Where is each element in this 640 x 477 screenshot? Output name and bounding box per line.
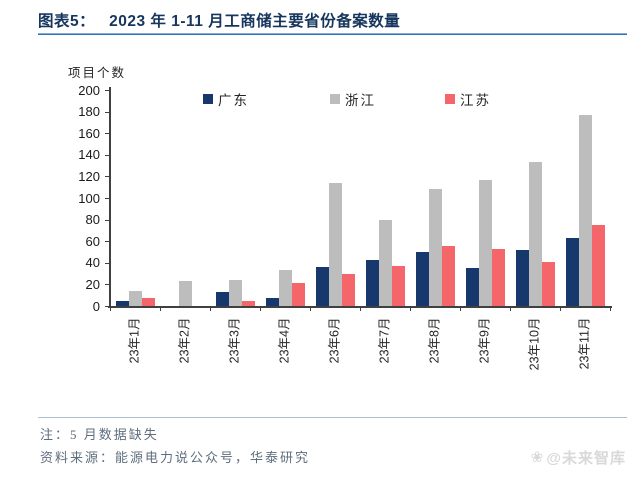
watermark-text: @未来智库 bbox=[546, 450, 626, 467]
y-tick-label: 140 bbox=[78, 147, 100, 163]
legend-label-guangdong: 广东 bbox=[218, 93, 249, 108]
weilai-zhiku-logo-icon: ❀ bbox=[530, 449, 544, 466]
bar-江苏-23年8月 bbox=[441, 245, 455, 306]
bar-广东-23年9月 bbox=[465, 268, 479, 306]
x-axis-tick bbox=[360, 306, 361, 311]
x-axis-tick bbox=[110, 306, 111, 311]
x-category-label: 23年8月 bbox=[427, 317, 442, 363]
x-category-label: 23年7月 bbox=[377, 317, 392, 363]
y-axis-tick bbox=[105, 198, 110, 199]
bar-广东-23年6月 bbox=[315, 267, 329, 306]
x-category-label: 23年9月 bbox=[477, 317, 492, 363]
legend-item-jiangsu: 江苏 bbox=[445, 89, 491, 109]
y-tick-label: 160 bbox=[78, 125, 100, 141]
y-axis-tick bbox=[105, 262, 110, 264]
bar-江苏-23年3月 bbox=[241, 300, 255, 306]
bar-浙江-23年9月 bbox=[478, 179, 492, 306]
bar-浙江-23年1月 bbox=[128, 290, 142, 306]
x-axis-tick bbox=[560, 306, 561, 311]
bar-江苏-23年11月 bbox=[591, 225, 605, 306]
y-axis-tick bbox=[105, 154, 110, 156]
bar-广东-23年8月 bbox=[415, 252, 429, 306]
title-underline bbox=[38, 33, 627, 35]
bar-广东-23年11月 bbox=[565, 237, 579, 306]
legend-label-jiangsu: 江苏 bbox=[460, 93, 491, 108]
y-tick-label: 40 bbox=[85, 255, 100, 271]
bar-浙江-23年10月 bbox=[528, 162, 542, 306]
bar-浙江-23年6月 bbox=[328, 182, 342, 306]
x-axis-tick bbox=[460, 306, 461, 311]
chart-source: 资料来源：能源电力说公众号，华泰研究 bbox=[40, 450, 311, 465]
bar-广东-23年10月 bbox=[515, 249, 529, 306]
x-category-label: 23年10月 bbox=[527, 317, 542, 370]
bar-江苏-23年10月 bbox=[541, 261, 555, 306]
legend-item-zhejiang: 浙江 bbox=[330, 89, 376, 109]
y-axis-tick bbox=[105, 90, 110, 91]
bar-广东-23年3月 bbox=[215, 291, 229, 306]
bar-浙江-23年8月 bbox=[428, 189, 442, 306]
y-tick-label: 120 bbox=[78, 168, 100, 184]
y-tick-label: 100 bbox=[78, 190, 100, 206]
x-category-label: 23年3月 bbox=[227, 317, 242, 363]
y-tick-label: 180 bbox=[78, 104, 100, 120]
x-category-label: 23年6月 bbox=[327, 317, 342, 363]
legend-label-zhejiang: 浙江 bbox=[345, 93, 376, 108]
bar-广东-23年7月 bbox=[365, 259, 379, 306]
legend-item-guangdong: 广东 bbox=[203, 89, 249, 109]
x-axis-tick bbox=[610, 306, 611, 311]
y-tick-label: 20 bbox=[85, 276, 100, 292]
y-axis-tick bbox=[105, 306, 110, 307]
bar-江苏-23年1月 bbox=[141, 298, 155, 306]
bar-浙江-23年11月 bbox=[578, 114, 592, 306]
bar-江苏-23年7月 bbox=[391, 266, 405, 306]
legend-swatch-zhejiang bbox=[330, 94, 340, 104]
bar-广东-23年1月 bbox=[115, 300, 129, 306]
bar-浙江-23年2月 bbox=[178, 281, 192, 306]
chart-title-text: 2023 年 1-11 月工商储主要省份备案数量 bbox=[109, 13, 401, 30]
bar-江苏-23年6月 bbox=[341, 273, 355, 306]
chart-note: 注：5 月数据缺失 bbox=[40, 427, 159, 442]
x-category-label: 23年2月 bbox=[177, 317, 192, 363]
x-axis-tick bbox=[160, 306, 161, 311]
chart-number-label: 图表5： bbox=[38, 13, 96, 30]
bar-广东-23年4月 bbox=[265, 298, 279, 306]
x-category-label: 23年1月 bbox=[127, 317, 142, 363]
x-category-label: 23年11月 bbox=[577, 317, 592, 369]
watermark: ❀ @未来智库 bbox=[531, 447, 626, 468]
y-tick-label: 200 bbox=[78, 82, 100, 98]
chart-title: 图表5： 2023 年 1-11 月工商储主要省份备案数量 bbox=[38, 9, 628, 31]
bar-江苏-23年9月 bbox=[491, 248, 505, 306]
x-axis-tick bbox=[260, 306, 261, 311]
y-axis-tick bbox=[105, 133, 110, 135]
y-axis-line bbox=[109, 87, 111, 307]
y-axis-title: 项目个数 bbox=[68, 66, 127, 80]
x-axis-tick bbox=[410, 306, 411, 311]
y-axis-tick bbox=[105, 219, 110, 221]
y-axis-tick bbox=[105, 284, 110, 286]
y-tick-label: 60 bbox=[85, 233, 100, 249]
y-tick-label: 80 bbox=[85, 212, 100, 228]
x-axis-tick bbox=[510, 306, 511, 311]
y-tick-label: 0 bbox=[92, 298, 100, 314]
bar-浙江-23年4月 bbox=[278, 270, 292, 306]
chart-legend: 广东 浙江 江苏 bbox=[0, 89, 640, 108]
x-category-label: 23年4月 bbox=[277, 317, 292, 363]
x-axis-tick bbox=[210, 306, 211, 311]
y-axis-tick bbox=[105, 176, 110, 178]
y-axis-tick bbox=[105, 111, 110, 113]
footer-divider bbox=[38, 417, 627, 418]
legend-swatch-guangdong bbox=[203, 94, 213, 104]
bar-浙江-23年7月 bbox=[378, 219, 392, 306]
y-axis-tick bbox=[105, 241, 110, 243]
bar-江苏-23年4月 bbox=[291, 283, 305, 306]
x-axis-tick bbox=[310, 306, 311, 311]
legend-swatch-jiangsu bbox=[445, 94, 455, 104]
bar-浙江-23年3月 bbox=[228, 280, 242, 306]
